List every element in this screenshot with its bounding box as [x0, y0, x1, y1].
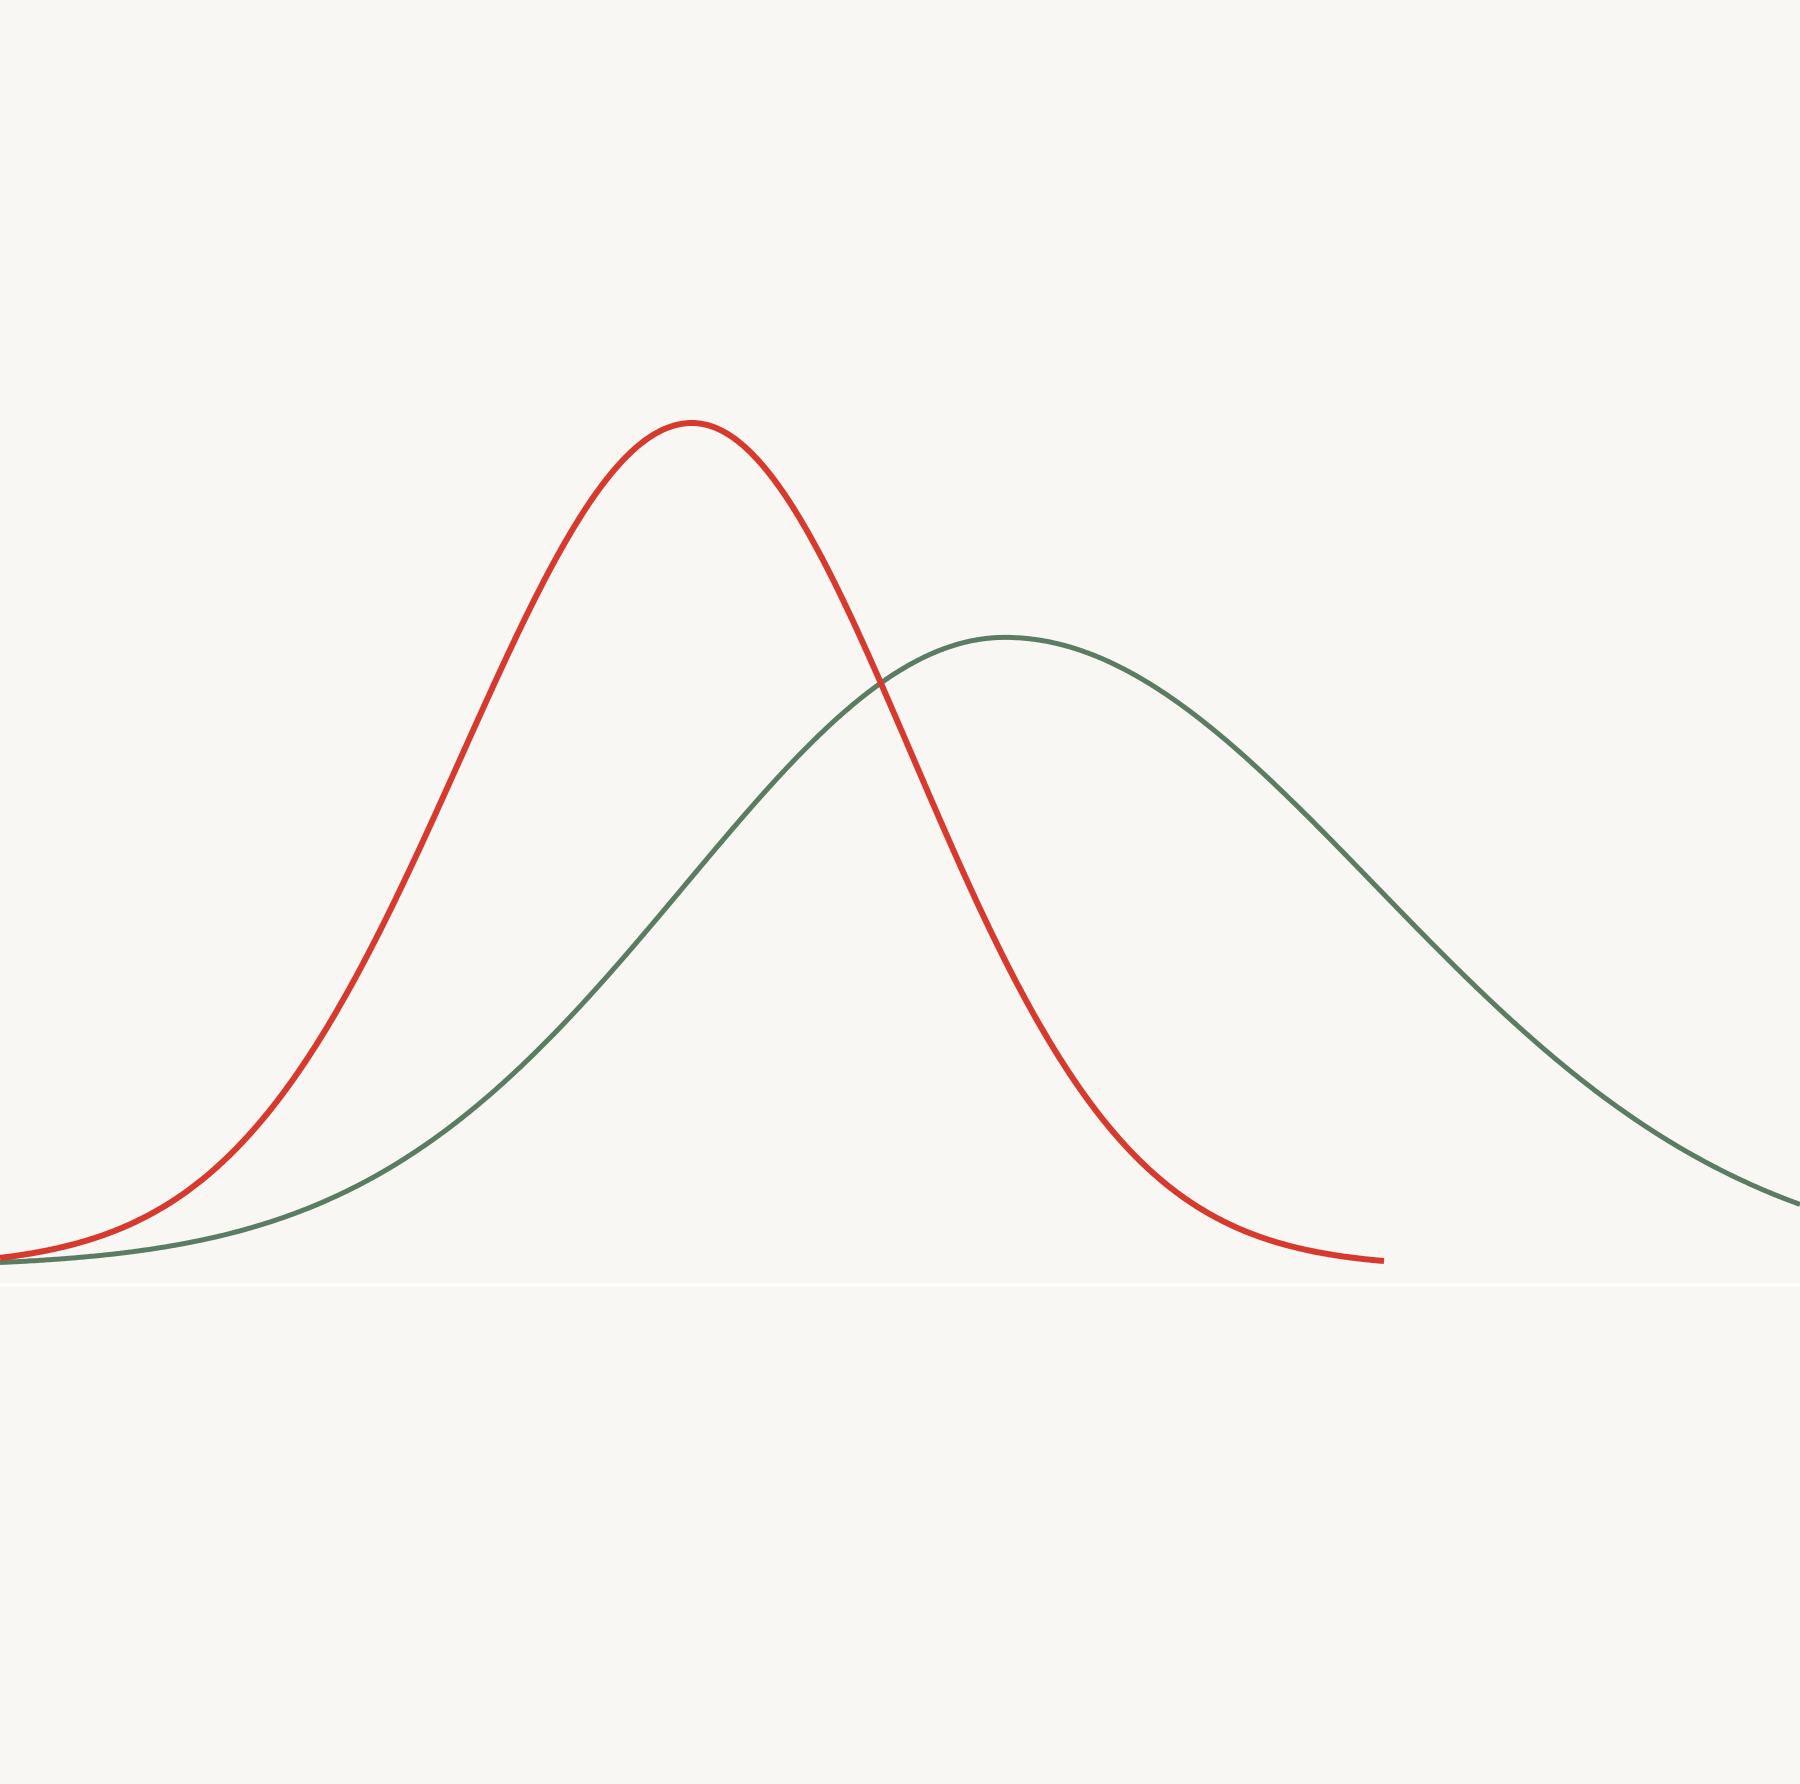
green-curve-line	[0, 634, 1800, 1265]
red-curve-line	[0, 420, 1385, 1264]
series-layer	[0, 420, 1800, 1265]
